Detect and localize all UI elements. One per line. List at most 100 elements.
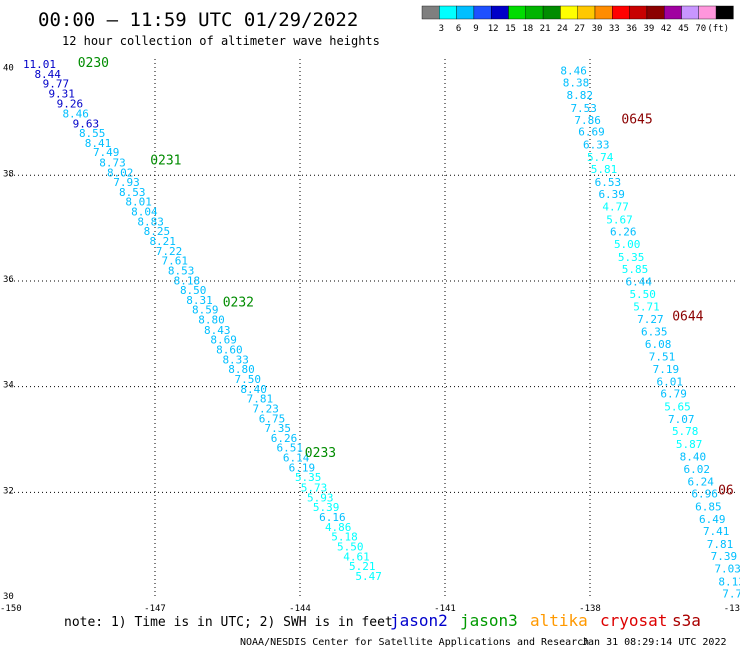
wave-height-label: 11.01: [23, 58, 56, 71]
colorbar-swatch: [491, 5, 509, 20]
wave-height-label: 8.46: [62, 108, 89, 121]
wave-height-label: 8.50: [180, 284, 207, 297]
wave-height-label: 7.27: [637, 313, 664, 326]
wave-height-label: 4.86: [325, 521, 352, 534]
wave-height-label: 6.02: [684, 463, 711, 476]
wave-height-label: 5.71: [633, 301, 660, 314]
track-s3a: 8.468.388.827.537.866.696.335.745.816.53…: [560, 64, 740, 600]
wave-height-label: 6.75: [259, 413, 286, 426]
wave-height-label: 7.49: [93, 146, 120, 159]
colorbar-swatch: [439, 5, 457, 20]
wave-height-label: 7.86: [574, 114, 601, 127]
pass-time-label: 0231: [150, 154, 181, 169]
colorbar-swatch: [473, 5, 492, 20]
map-grid: [10, 59, 735, 598]
colorbar-unit-label: (ft): [707, 24, 729, 34]
colorbar-swatch: [681, 5, 699, 20]
map-subtitle: 12 hour collection of altimeter wave hei…: [62, 34, 380, 48]
wave-height-label: 8.02: [107, 166, 134, 179]
colorbar-swatch: [612, 5, 630, 20]
wave-height-label: 6.44: [626, 276, 653, 289]
wave-height-label: 7.22: [156, 245, 183, 258]
wave-height-label: 7.41: [703, 525, 730, 538]
wave-height-label: 8.80: [228, 363, 255, 376]
wave-height-label: 7.19: [653, 363, 680, 376]
wave-height-label: 5.18: [331, 530, 358, 543]
lat-tick-label: 40: [3, 64, 14, 74]
wave-height-label: 8.73: [99, 156, 126, 169]
wave-height-label: 7.39: [711, 550, 738, 563]
wave-height-label: 5.67: [606, 213, 633, 226]
wave-height-label: 5.35: [618, 251, 645, 264]
wave-height-label: 8.31: [186, 294, 213, 307]
wave-height-label: 5.35: [295, 471, 322, 484]
pass-time-label: 0233: [305, 446, 336, 461]
wave-height-label: 8.38: [563, 77, 590, 90]
units-note: note: 1) Time is in UTC; 2) SWH is in fe…: [64, 615, 393, 630]
colorbar-swatch: [698, 5, 717, 20]
colorbar-swatch: [577, 5, 596, 20]
wave-height-label: 6.33: [583, 138, 610, 151]
wave-height-label: 8.04: [131, 205, 158, 218]
colorbar-swatch: [560, 5, 578, 20]
colorbar-tick-label: 6: [456, 24, 461, 34]
wave-height-label: 5.85: [622, 263, 649, 276]
wave-height-label: 8.41: [85, 137, 112, 150]
colorbar-swatch: [594, 5, 613, 20]
wave-height-label: 6.69: [578, 126, 605, 139]
lat-tick-label: 38: [3, 169, 14, 179]
axis-tick-labels: -150 -147 -144 -141 -138 -13 40 38 36 34 32 30: [0, 64, 740, 614]
colorbar-tick-label: 9: [473, 24, 478, 34]
wave-height-label: 6.19: [289, 462, 316, 475]
colorbar-swatch: [542, 5, 561, 20]
wave-height-label: 5.47: [355, 570, 382, 583]
wave-height-label: 6.39: [598, 188, 625, 201]
wave-height-label: 5.78: [672, 425, 699, 438]
lat-tick-label: 30: [3, 592, 14, 602]
colorbar-swatch: [456, 5, 475, 20]
satellite-legend-jason2: jason2: [390, 611, 448, 630]
colorbar-tick-label: 33: [609, 24, 620, 34]
lon-tick-label: -150: [0, 604, 22, 614]
wave-height-label: 7.35: [265, 422, 292, 435]
wave-height-label: 7.07: [668, 413, 695, 426]
wave-height-label: 5.21: [349, 560, 376, 573]
wave-height-label: 8.53: [119, 186, 146, 199]
satellite-tracks: 11.018.449.779.319.268.469.638.558.417.4…: [23, 56, 740, 601]
pass-time-label: 0230: [78, 56, 109, 71]
wave-height-label: 6.24: [687, 475, 714, 488]
colorbar-tick-label: 18: [522, 24, 533, 34]
lon-tick-label: -141: [434, 604, 456, 614]
wave-height-label: 6.26: [610, 226, 637, 239]
wave-height-label: 5.73: [301, 481, 328, 494]
wave-height-label: 7.61: [162, 255, 189, 268]
lat-tick-label: 36: [3, 275, 14, 285]
wave-height-label: 8.53: [168, 265, 195, 278]
wave-height-label: 8.13: [718, 575, 740, 588]
colorbar-swatch: [508, 5, 526, 20]
colorbar-swatch: [525, 5, 544, 20]
lat-tick-label: 34: [3, 381, 14, 391]
colorbar-tick-label: 27: [574, 24, 585, 34]
wave-height-label: 8.25: [144, 225, 171, 238]
colorbar-tick-label: 24: [557, 24, 568, 34]
lon-tick-label: -147: [144, 604, 166, 614]
wave-height-label: 6.96: [691, 488, 718, 501]
colorbar-swatch: [421, 5, 440, 20]
wave-height-label: 6.26: [271, 432, 298, 445]
generated-timestamp: Jan 31 08:29:14 UTC 2022: [582, 637, 727, 648]
wave-height-label: 7.23: [252, 403, 279, 416]
wave-height-label: 4.77: [602, 201, 629, 214]
lon-tick-label: -138: [579, 604, 601, 614]
wave-height-label: 6.14: [283, 452, 310, 465]
colorbar-tick-label: 15: [505, 24, 516, 34]
colorbar-swatch: [646, 5, 665, 20]
colorbar-tick-label: 30: [592, 24, 603, 34]
wave-height-label: 7.70: [722, 588, 740, 601]
wave-height-label: 6.01: [657, 376, 684, 389]
wave-height-label: 7.93: [113, 176, 140, 189]
colorbar-tick-label: 39: [643, 24, 654, 34]
credit-line: NOAA/NESDIS Center for Satellite Applica…: [240, 637, 589, 648]
wave-height-label: 8.40: [680, 451, 707, 464]
pass-time-label: 06: [718, 483, 734, 498]
